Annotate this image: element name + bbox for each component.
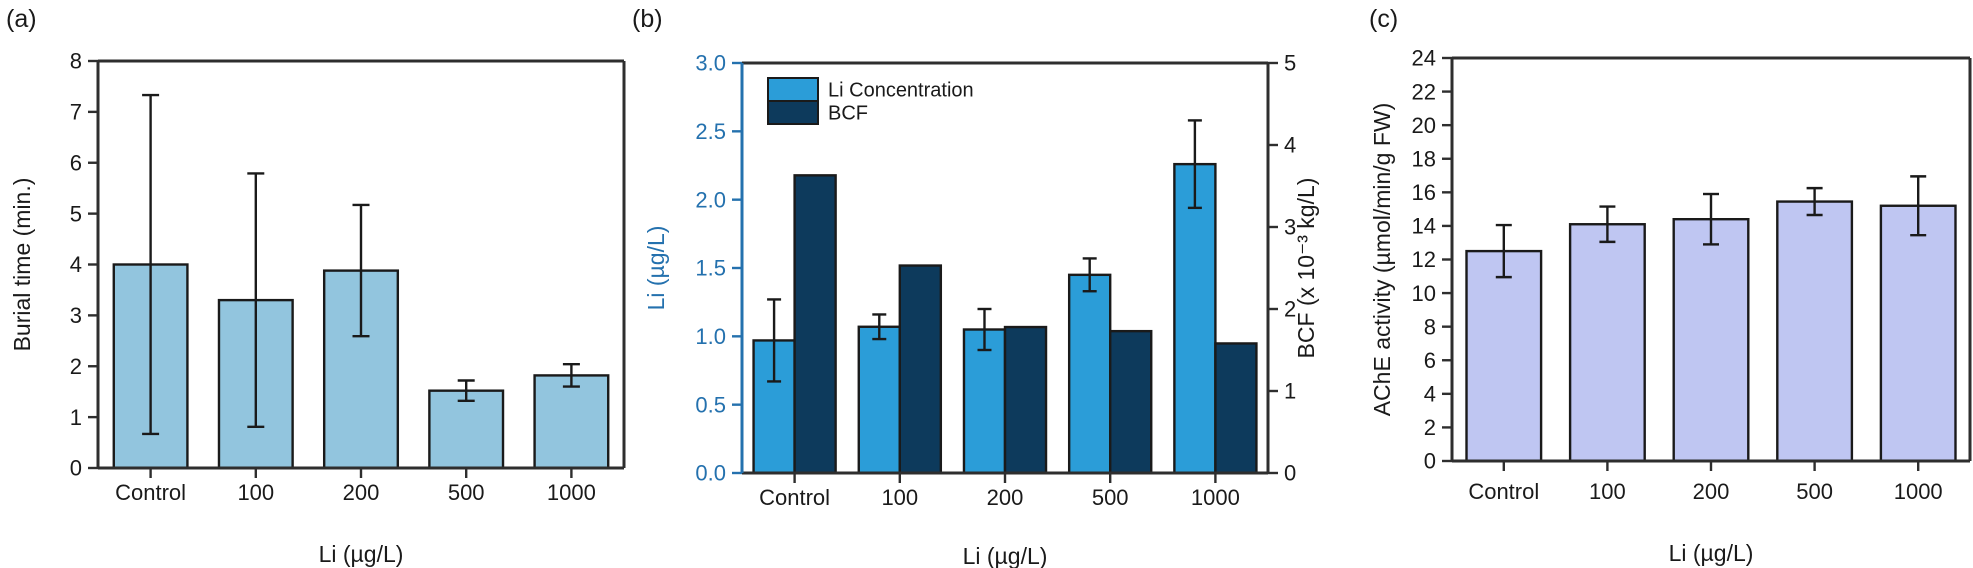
svg-text:16: 16 bbox=[1412, 180, 1436, 205]
svg-text:0.5: 0.5 bbox=[695, 392, 726, 417]
svg-text:10: 10 bbox=[1412, 281, 1436, 306]
svg-text:1: 1 bbox=[70, 405, 82, 430]
panel-c-letter: (c) bbox=[1369, 5, 1399, 33]
svg-text:5: 5 bbox=[1284, 51, 1296, 76]
svg-text:2.5: 2.5 bbox=[695, 119, 726, 144]
burial-time-chart: 0 1 2 3 4 5 6 7 8 Control 100 200 500 1000 Li (µg/L) Bu… bbox=[9, 49, 626, 567]
panel-b-letter: (b) bbox=[632, 5, 663, 33]
svg-text:1.0: 1.0 bbox=[695, 324, 726, 349]
svg-text:0.0: 0.0 bbox=[695, 461, 726, 486]
svg-text:Control: Control bbox=[759, 485, 830, 510]
svg-text:200: 200 bbox=[1693, 479, 1730, 504]
li-concentration-bcf-chart: 0.0 0.5 1.0 1.5 2.0 2.5 3.0 0 1 2 3 4 5 Control 100 200… bbox=[643, 51, 1319, 568]
svg-text:Li Concentration: Li Concentration bbox=[828, 80, 974, 102]
svg-text:3: 3 bbox=[1284, 215, 1296, 240]
svg-text:5: 5 bbox=[70, 201, 82, 226]
svg-text:2: 2 bbox=[1424, 415, 1436, 440]
svg-text:BCF (x 10⁻³ kg/L): BCF (x 10⁻³ kg/L) bbox=[1293, 178, 1319, 359]
svg-text:AChE activity (µmol/min/g FW): AChE activity (µmol/min/g FW) bbox=[1369, 103, 1395, 417]
svg-text:500: 500 bbox=[1092, 485, 1129, 510]
svg-text:Li (µg/L): Li (µg/L) bbox=[319, 541, 404, 567]
svg-text:4: 4 bbox=[1424, 382, 1436, 407]
svg-text:Burial time (min.): Burial time (min.) bbox=[9, 178, 35, 352]
svg-text:14: 14 bbox=[1412, 214, 1436, 239]
svg-text:7: 7 bbox=[70, 100, 82, 125]
svg-text:20: 20 bbox=[1412, 113, 1436, 138]
svg-text:0: 0 bbox=[1424, 449, 1436, 474]
svg-text:Li (µg/L): Li (µg/L) bbox=[963, 543, 1048, 568]
svg-text:8: 8 bbox=[1424, 314, 1436, 339]
svg-text:2: 2 bbox=[70, 354, 82, 379]
svg-text:200: 200 bbox=[343, 480, 380, 505]
svg-text:4: 4 bbox=[1284, 133, 1296, 158]
svg-text:1000: 1000 bbox=[1191, 485, 1240, 510]
svg-text:12: 12 bbox=[1412, 247, 1436, 272]
svg-text:Control: Control bbox=[115, 480, 186, 505]
svg-text:4: 4 bbox=[70, 252, 82, 277]
svg-text:BCF: BCF bbox=[828, 103, 868, 125]
svg-text:18: 18 bbox=[1412, 146, 1436, 171]
svg-text:100: 100 bbox=[881, 485, 918, 510]
svg-text:1.5: 1.5 bbox=[695, 256, 726, 281]
svg-text:1000: 1000 bbox=[547, 480, 596, 505]
svg-text:Li (µg/L): Li (µg/L) bbox=[643, 226, 669, 311]
svg-text:1: 1 bbox=[1284, 379, 1296, 404]
svg-text:2: 2 bbox=[1284, 297, 1296, 322]
svg-text:3: 3 bbox=[70, 303, 82, 328]
svg-text:500: 500 bbox=[1796, 479, 1833, 504]
svg-text:100: 100 bbox=[1589, 479, 1626, 504]
svg-text:8: 8 bbox=[70, 49, 82, 74]
svg-text:Control: Control bbox=[1468, 479, 1539, 504]
svg-text:0: 0 bbox=[1284, 461, 1296, 486]
panel-a-letter: (a) bbox=[6, 5, 37, 33]
svg-text:100: 100 bbox=[237, 480, 274, 505]
svg-text:24: 24 bbox=[1412, 46, 1436, 71]
svg-text:2.0: 2.0 bbox=[695, 187, 726, 212]
svg-text:3.0: 3.0 bbox=[695, 51, 726, 76]
svg-text:6: 6 bbox=[70, 150, 82, 175]
svg-text:6: 6 bbox=[1424, 348, 1436, 373]
svg-text:500: 500 bbox=[448, 480, 485, 505]
svg-text:1000: 1000 bbox=[1894, 479, 1943, 504]
svg-text:22: 22 bbox=[1412, 79, 1436, 104]
panel-b: (b) 0.0 0.5 1.0 1.5 2.0 2.5 3.0 0 1 2 3 4 5 Control 10… bbox=[630, 0, 1345, 568]
svg-text:0: 0 bbox=[70, 456, 82, 481]
panel-a: (a) 0 1 2 3 4 5 6 7 8 Control 100 200 500 1000 Li (µg/… bbox=[0, 0, 630, 568]
svg-text:Li (µg/L): Li (µg/L) bbox=[1669, 540, 1754, 566]
svg-text:200: 200 bbox=[987, 485, 1024, 510]
panel-c: (c) 0 2 4 6 8 10 12 14 16 18 20 22 24 Control 100 200 50… bbox=[1345, 0, 1973, 568]
